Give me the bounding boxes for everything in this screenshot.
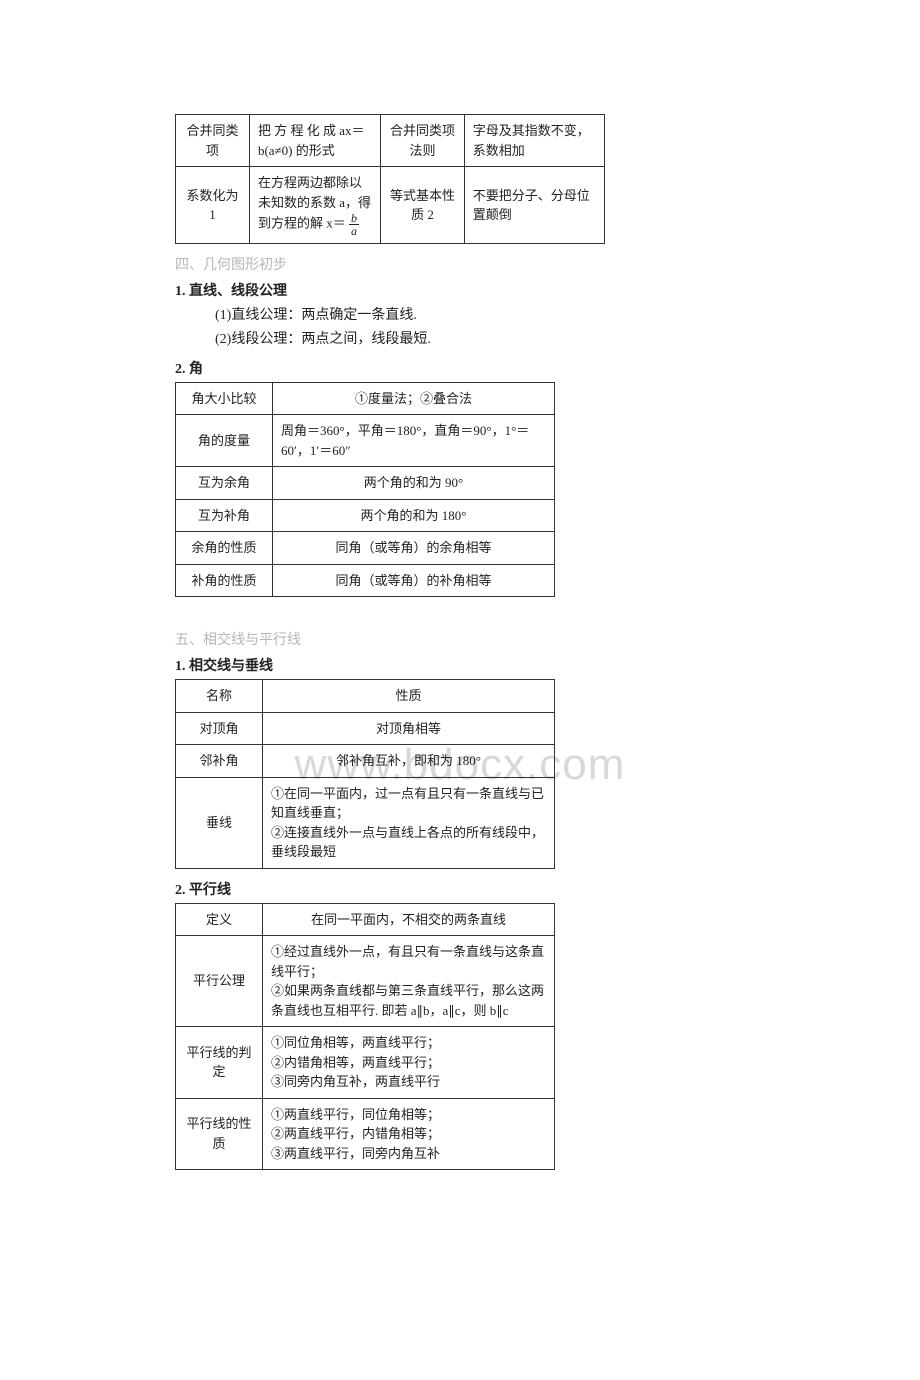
table-row: 平行线的性质 ①两直线平行，同位角相等； ②两直线平行，内错角相等； ③两直线平… [176,1098,555,1170]
cell: ①经过直线外一点，有且只有一条直线与这条直线平行； ②如果两条直线都与第三条直线… [263,936,555,1027]
cell: 两个角的和为 90° [273,467,555,500]
cell: 余角的性质 [176,532,273,565]
table-row: 互为余角 两个角的和为 90° [176,467,555,500]
cell: 系数化为 1 [176,167,250,244]
cell: 合并同类项 [176,115,250,167]
table-row: 平行线的判定 ①同位角相等，两直线平行； ②内错角相等，两直线平行； ③同旁内角… [176,1027,555,1099]
table-row: 合并同类项 把 方 程 化 成 ax＝b(a≠0) 的形式 合并同类项法则 字母… [176,115,605,167]
table-row: 角的度量 周角＝360°，平角＝180°，直角＝90°，1°＝60′，1′＝60… [176,415,555,467]
cell: 同角（或等角）的补角相等 [273,564,555,597]
intersect-table: 名称 性质 对顶角 对顶角相等 邻补角 邻补角互补，即和为 180° 垂线 ①在… [175,679,555,869]
table-row: 定义 在同一平面内，不相交的两条直线 [176,903,555,936]
section-4-title: 四、几何图形初步 [175,254,745,274]
cell: 等式基本性质 2 [381,167,464,244]
cell: 把 方 程 化 成 ax＝b(a≠0) 的形式 [249,115,380,167]
cell: 角的度量 [176,415,273,467]
cell: ①同位角相等，两直线平行； ②内错角相等，两直线平行； ③同旁内角互补，两直线平… [263,1027,555,1099]
table-row: 余角的性质 同角（或等角）的余角相等 [176,532,555,565]
section-5-title: 五、相交线与平行线 [175,629,745,649]
axiom-segment: (2)线段公理：两点之间，线段最短. [215,328,745,352]
cell: 字母及其指数不变，系数相加 [464,115,604,167]
cell: ①在同一平面内，过一点有且只有一条直线与已知直线垂直； ②连接直线外一点与直线上… [263,777,555,868]
cell: 邻补角互补，即和为 180° [263,745,555,778]
table-row: 角大小比较 ①度量法；②叠合法 [176,382,555,415]
cell: 定义 [176,903,263,936]
axiom-line: (1)直线公理：两点确定一条直线. [215,304,745,328]
heading-parallel: 2. 平行线 [175,879,745,899]
cell: ①度量法；②叠合法 [273,382,555,415]
heading-angle: 2. 角 [175,358,745,378]
table-row: 互为补角 两个角的和为 180° [176,499,555,532]
cell: 平行线的判定 [176,1027,263,1099]
equation-steps-table: 合并同类项 把 方 程 化 成 ax＝b(a≠0) 的形式 合并同类项法则 字母… [175,114,605,244]
table-row: 名称 性质 [176,680,555,713]
fraction-denominator: a [349,225,359,237]
spacer [175,607,745,625]
angle-table: 角大小比较 ①度量法；②叠合法 角的度量 周角＝360°，平角＝180°，直角＝… [175,382,555,598]
content-area: 合并同类项 把 方 程 化 成 ax＝b(a≠0) 的形式 合并同类项法则 字母… [175,114,745,1170]
cell: 角大小比较 [176,382,273,415]
cell: 互为余角 [176,467,273,500]
cell: 两个角的和为 180° [273,499,555,532]
parallel-table: 定义 在同一平面内，不相交的两条直线 平行公理 ①经过直线外一点，有且只有一条直… [175,903,555,1171]
heading-intersect-perpendicular: 1. 相交线与垂线 [175,655,745,675]
cell: 合并同类项法则 [381,115,464,167]
heading-line-segment: 1. 直线、线段公理 [175,280,745,300]
cell: 补角的性质 [176,564,273,597]
document-page: www.bdocx.com 合并同类项 把 方 程 化 成 ax＝b(a≠0) … [0,0,920,1380]
table-row: 对顶角 对顶角相等 [176,712,555,745]
cell: 对顶角 [176,712,263,745]
cell: 同角（或等角）的余角相等 [273,532,555,565]
cell: 周角＝360°，平角＝180°，直角＝90°，1°＝60′，1′＝60″ [273,415,555,467]
table-row: 系数化为 1 在方程两边都除以未知数的系数 a，得到方程的解 x＝ b a 等式… [176,167,605,244]
table-row: 邻补角 邻补角互补，即和为 180° [176,745,555,778]
fraction: b a [349,212,359,237]
cell: 在同一平面内，不相交的两条直线 [263,903,555,936]
cell: 平行线的性质 [176,1098,263,1170]
cell: 对顶角相等 [263,712,555,745]
cell: 互为补角 [176,499,273,532]
table-row: 垂线 ①在同一平面内，过一点有且只有一条直线与已知直线垂直； ②连接直线外一点与… [176,777,555,868]
cell: 在方程两边都除以未知数的系数 a，得到方程的解 x＝ b a [249,167,380,244]
cell: 邻补角 [176,745,263,778]
table-row: 补角的性质 同角（或等角）的补角相等 [176,564,555,597]
cell: 性质 [263,680,555,713]
cell: 垂线 [176,777,263,868]
cell: 名称 [176,680,263,713]
cell: 平行公理 [176,936,263,1027]
cell: ①两直线平行，同位角相等； ②两直线平行，内错角相等； ③两直线平行，同旁内角互… [263,1098,555,1170]
table-row: 平行公理 ①经过直线外一点，有且只有一条直线与这条直线平行； ②如果两条直线都与… [176,936,555,1027]
cell: 不要把分子、分母位置颠倒 [464,167,604,244]
